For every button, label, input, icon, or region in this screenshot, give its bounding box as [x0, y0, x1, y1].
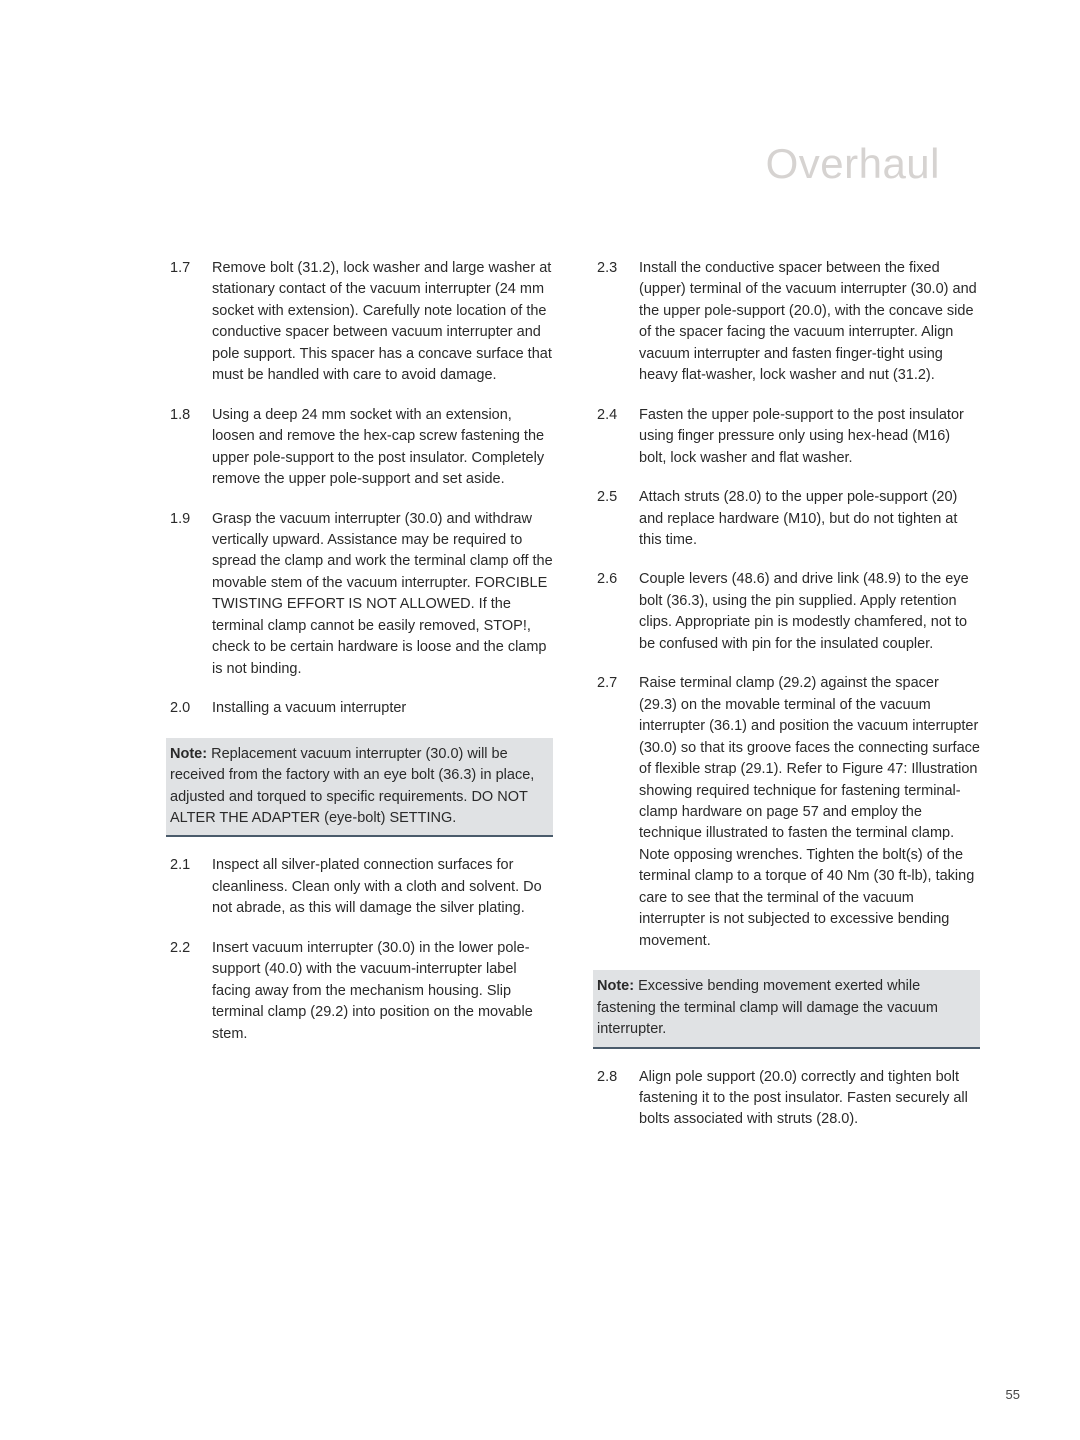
item-number: 2.6: [597, 569, 625, 655]
item-number: 2.1: [170, 855, 198, 919]
note-text: Excessive bending movement exerted while…: [597, 978, 938, 1037]
item-text: Fasten the upper pole-support to the pos…: [639, 405, 980, 469]
page: Overhaul 1.7 Remove bolt (31.2), lock was…: [0, 0, 1080, 1440]
item-number: 2.3: [597, 258, 625, 387]
list-item: 2.4 Fasten the upper pole-support to the …: [597, 405, 980, 469]
item-number: 2.0: [170, 698, 198, 719]
list-item: 2.7 Raise terminal clamp (29.2) against t…: [597, 673, 980, 952]
list-item: 1.8 Using a deep 24 mm socket with an ext…: [170, 405, 553, 491]
item-number: 1.9: [170, 509, 198, 681]
item-number: 2.7: [597, 673, 625, 952]
item-text: Couple levers (48.6) and drive link (48.…: [639, 569, 980, 655]
page-title: Overhaul: [170, 140, 940, 188]
page-number: 55: [1006, 1387, 1020, 1402]
item-text: Install the conductive spacer between th…: [639, 258, 980, 387]
item-text: Raise terminal clamp (29.2) against the …: [639, 673, 980, 952]
list-item: 2.0 Installing a vacuum interrupter: [170, 698, 553, 719]
item-text: Align pole support (20.0) correctly and …: [639, 1067, 980, 1131]
item-number: 2.2: [170, 938, 198, 1045]
item-text: Using a deep 24 mm socket with an extens…: [212, 405, 553, 491]
item-number: 1.8: [170, 405, 198, 491]
item-text: Remove bolt (31.2), lock washer and larg…: [212, 258, 553, 387]
item-number: 2.4: [597, 405, 625, 469]
item-number: 1.7: [170, 258, 198, 387]
left-column: 1.7 Remove bolt (31.2), lock washer and l…: [170, 258, 553, 1131]
list-item: 2.5 Attach struts (28.0) to the upper pol…: [597, 487, 980, 551]
item-text: Attach struts (28.0) to the upper pole-s…: [639, 487, 980, 551]
list-item: 1.7 Remove bolt (31.2), lock washer and l…: [170, 258, 553, 387]
item-text: Insert vacuum interrupter (30.0) in the …: [212, 938, 553, 1045]
note-label: Note:: [170, 746, 211, 762]
list-item: 2.1 Inspect all silver-plated connection …: [170, 855, 553, 919]
content-columns: 1.7 Remove bolt (31.2), lock washer and l…: [170, 258, 980, 1131]
note-label: Note:: [597, 978, 638, 994]
item-text: Grasp the vacuum interrupter (30.0) and …: [212, 509, 553, 681]
note-block: Note: Excessive bending movement exerted…: [593, 970, 980, 1048]
item-number: 2.5: [597, 487, 625, 551]
item-text: Inspect all silver-plated connection sur…: [212, 855, 553, 919]
list-item: 2.3 Install the conductive spacer between…: [597, 258, 980, 387]
item-number: 2.8: [597, 1067, 625, 1131]
list-item: 2.8 Align pole support (20.0) correctly a…: [597, 1067, 980, 1131]
list-item: 2.2 Insert vacuum interrupter (30.0) in t…: [170, 938, 553, 1045]
list-item: 1.9 Grasp the vacuum interrupter (30.0) a…: [170, 509, 553, 681]
list-item: 2.6 Couple levers (48.6) and drive link (…: [597, 569, 980, 655]
right-column: 2.3 Install the conductive spacer between…: [597, 258, 980, 1131]
note-text: Replacement vacuum interrupter (30.0) wi…: [170, 746, 534, 826]
note-block: Note: Replacement vacuum interrupter (30…: [166, 738, 553, 838]
item-text: Installing a vacuum interrupter: [212, 698, 553, 719]
